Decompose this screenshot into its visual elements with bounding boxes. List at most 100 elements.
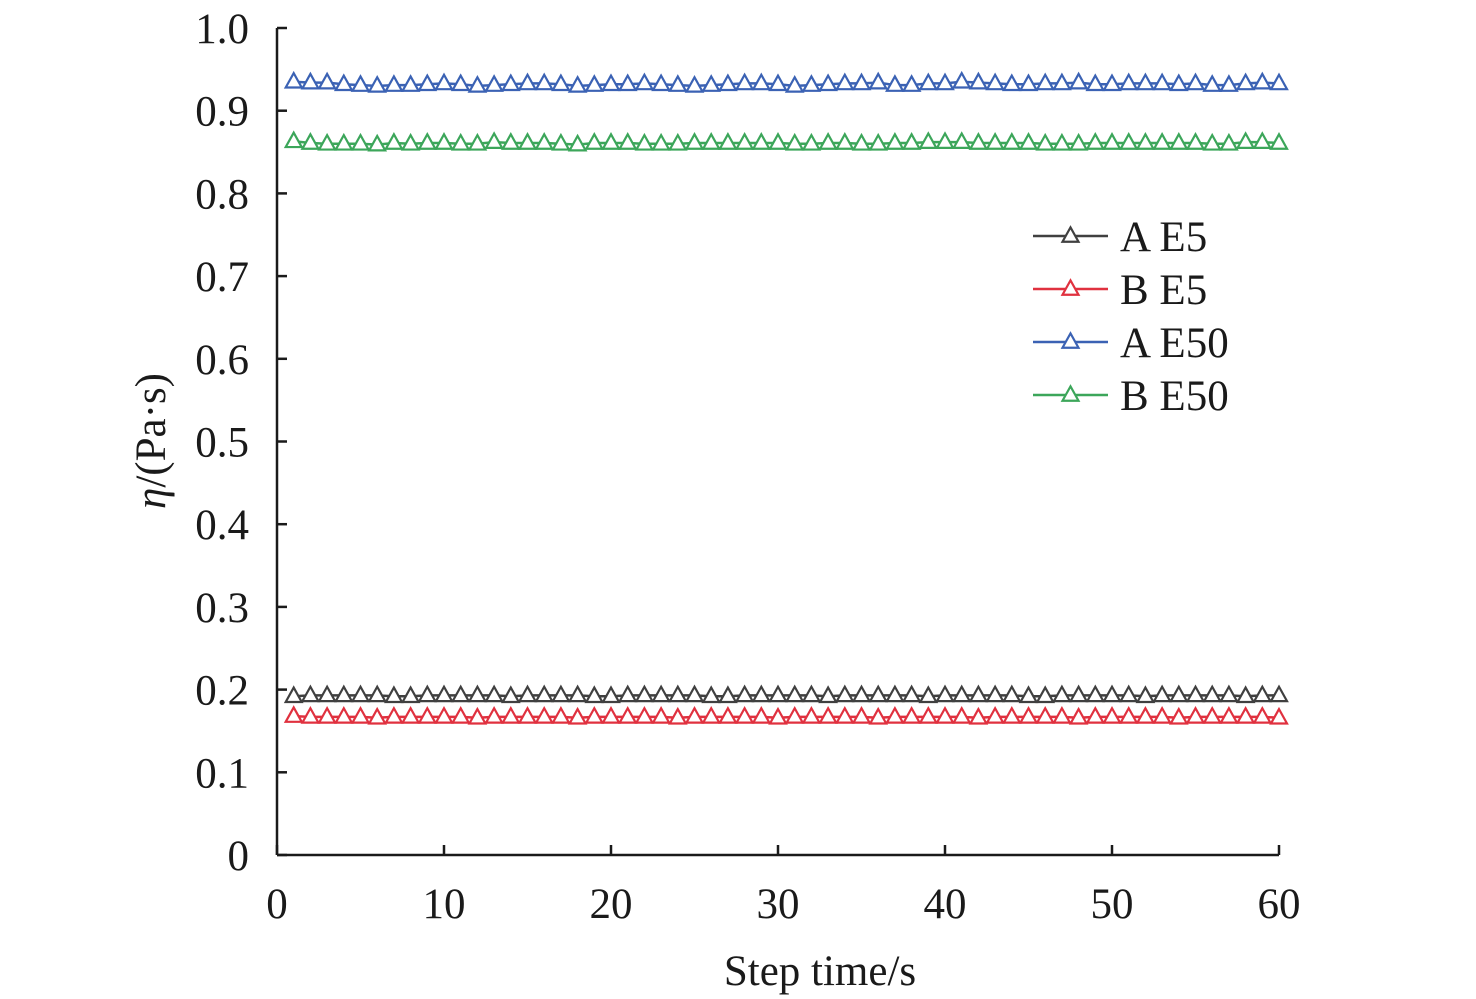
data-point <box>300 684 321 703</box>
data-point <box>1235 685 1256 704</box>
data-point <box>1219 74 1239 92</box>
data-point <box>1168 684 1189 703</box>
data-point <box>601 685 621 704</box>
data-point <box>985 684 1005 703</box>
data-point <box>634 684 655 703</box>
data-point <box>517 705 538 724</box>
data-point <box>918 131 939 149</box>
data-point <box>1052 684 1072 703</box>
data-point <box>417 73 438 92</box>
data-point <box>1018 685 1039 704</box>
data-point <box>951 70 972 89</box>
data-point <box>1168 73 1189 92</box>
data-point <box>734 705 755 724</box>
data-point <box>1102 684 1122 703</box>
data-point <box>617 705 638 724</box>
data-point <box>517 684 538 703</box>
data-point <box>333 132 354 151</box>
data-point <box>651 705 671 724</box>
data-point <box>968 684 989 703</box>
legend-item: A E50 <box>1033 320 1229 367</box>
data-point <box>751 72 772 91</box>
data-point <box>651 73 671 92</box>
data-point <box>901 132 922 150</box>
data-point <box>935 72 955 91</box>
data-point <box>784 132 805 151</box>
data-point <box>951 131 972 149</box>
series-layer <box>283 70 1289 725</box>
data-point <box>467 684 488 703</box>
data-point <box>1252 131 1273 149</box>
axes-layer: 0 0.1 0.2 0.3 0.4 0.5 0.6 0.7 0.8 0.9 1.0 0 10 20 30 40… <box>195 6 1300 928</box>
data-point <box>634 132 655 151</box>
data-point <box>467 74 488 93</box>
data-point <box>1202 684 1223 703</box>
data-point <box>534 72 555 91</box>
data-point <box>450 73 471 92</box>
data-point <box>1185 684 1206 703</box>
data-point <box>951 705 972 724</box>
legend-item: A E5 <box>1033 214 1207 261</box>
legend-label: B E50 <box>1120 373 1229 420</box>
data-point <box>1068 684 1089 703</box>
series-a-e5 <box>283 684 1289 704</box>
data-point <box>918 685 939 704</box>
data-point <box>751 705 772 724</box>
legend-item: B E50 <box>1033 373 1229 420</box>
legend-label: A E50 <box>1120 320 1229 367</box>
data-point <box>417 705 438 724</box>
data-point <box>1252 705 1273 724</box>
data-point <box>283 70 304 89</box>
data-point <box>701 705 722 724</box>
data-point <box>500 685 521 704</box>
data-point <box>851 72 872 91</box>
data-point <box>567 706 588 725</box>
x-tick-label: 0 <box>266 881 288 928</box>
data-point <box>701 685 722 704</box>
data-point <box>517 72 538 91</box>
data-point <box>768 73 788 92</box>
data-point <box>1035 132 1056 151</box>
data-point <box>1269 132 1289 150</box>
data-point <box>667 132 688 151</box>
data-point <box>1202 74 1223 92</box>
x-tick-label: 20 <box>590 881 633 928</box>
data-point <box>1018 132 1039 150</box>
data-point <box>1202 705 1223 724</box>
x-tick-label: 60 <box>1258 881 1301 928</box>
data-point <box>1068 71 1089 90</box>
data-point <box>718 705 738 724</box>
data-point <box>350 705 371 724</box>
data-point <box>1135 685 1156 704</box>
data-point <box>768 684 788 703</box>
data-point <box>450 705 471 724</box>
data-point <box>751 684 772 703</box>
legend-item: B E5 <box>1033 267 1207 314</box>
series-b-e50 <box>283 130 1289 152</box>
data-point <box>1219 705 1239 724</box>
data-point <box>634 72 655 91</box>
data-point <box>1085 705 1106 724</box>
data-point <box>317 705 337 724</box>
x-tick-label: 50 <box>1091 881 1134 928</box>
data-point <box>784 684 805 703</box>
data-point <box>834 72 855 91</box>
data-point <box>1068 132 1089 151</box>
data-point <box>868 132 889 151</box>
data-point <box>1001 705 1022 724</box>
data-point <box>551 705 571 724</box>
data-point <box>317 684 337 703</box>
data-point <box>283 685 304 704</box>
data-point <box>1152 684 1172 703</box>
data-point <box>601 132 621 150</box>
data-point <box>1035 685 1056 704</box>
data-point <box>818 685 838 704</box>
data-point <box>968 71 989 90</box>
data-point <box>517 132 538 150</box>
data-point <box>1118 684 1139 703</box>
data-point <box>834 684 855 703</box>
data-point <box>1185 72 1206 91</box>
data-point <box>584 132 605 150</box>
data-point <box>317 132 337 151</box>
y-tick-label: 0.3 <box>195 585 249 632</box>
